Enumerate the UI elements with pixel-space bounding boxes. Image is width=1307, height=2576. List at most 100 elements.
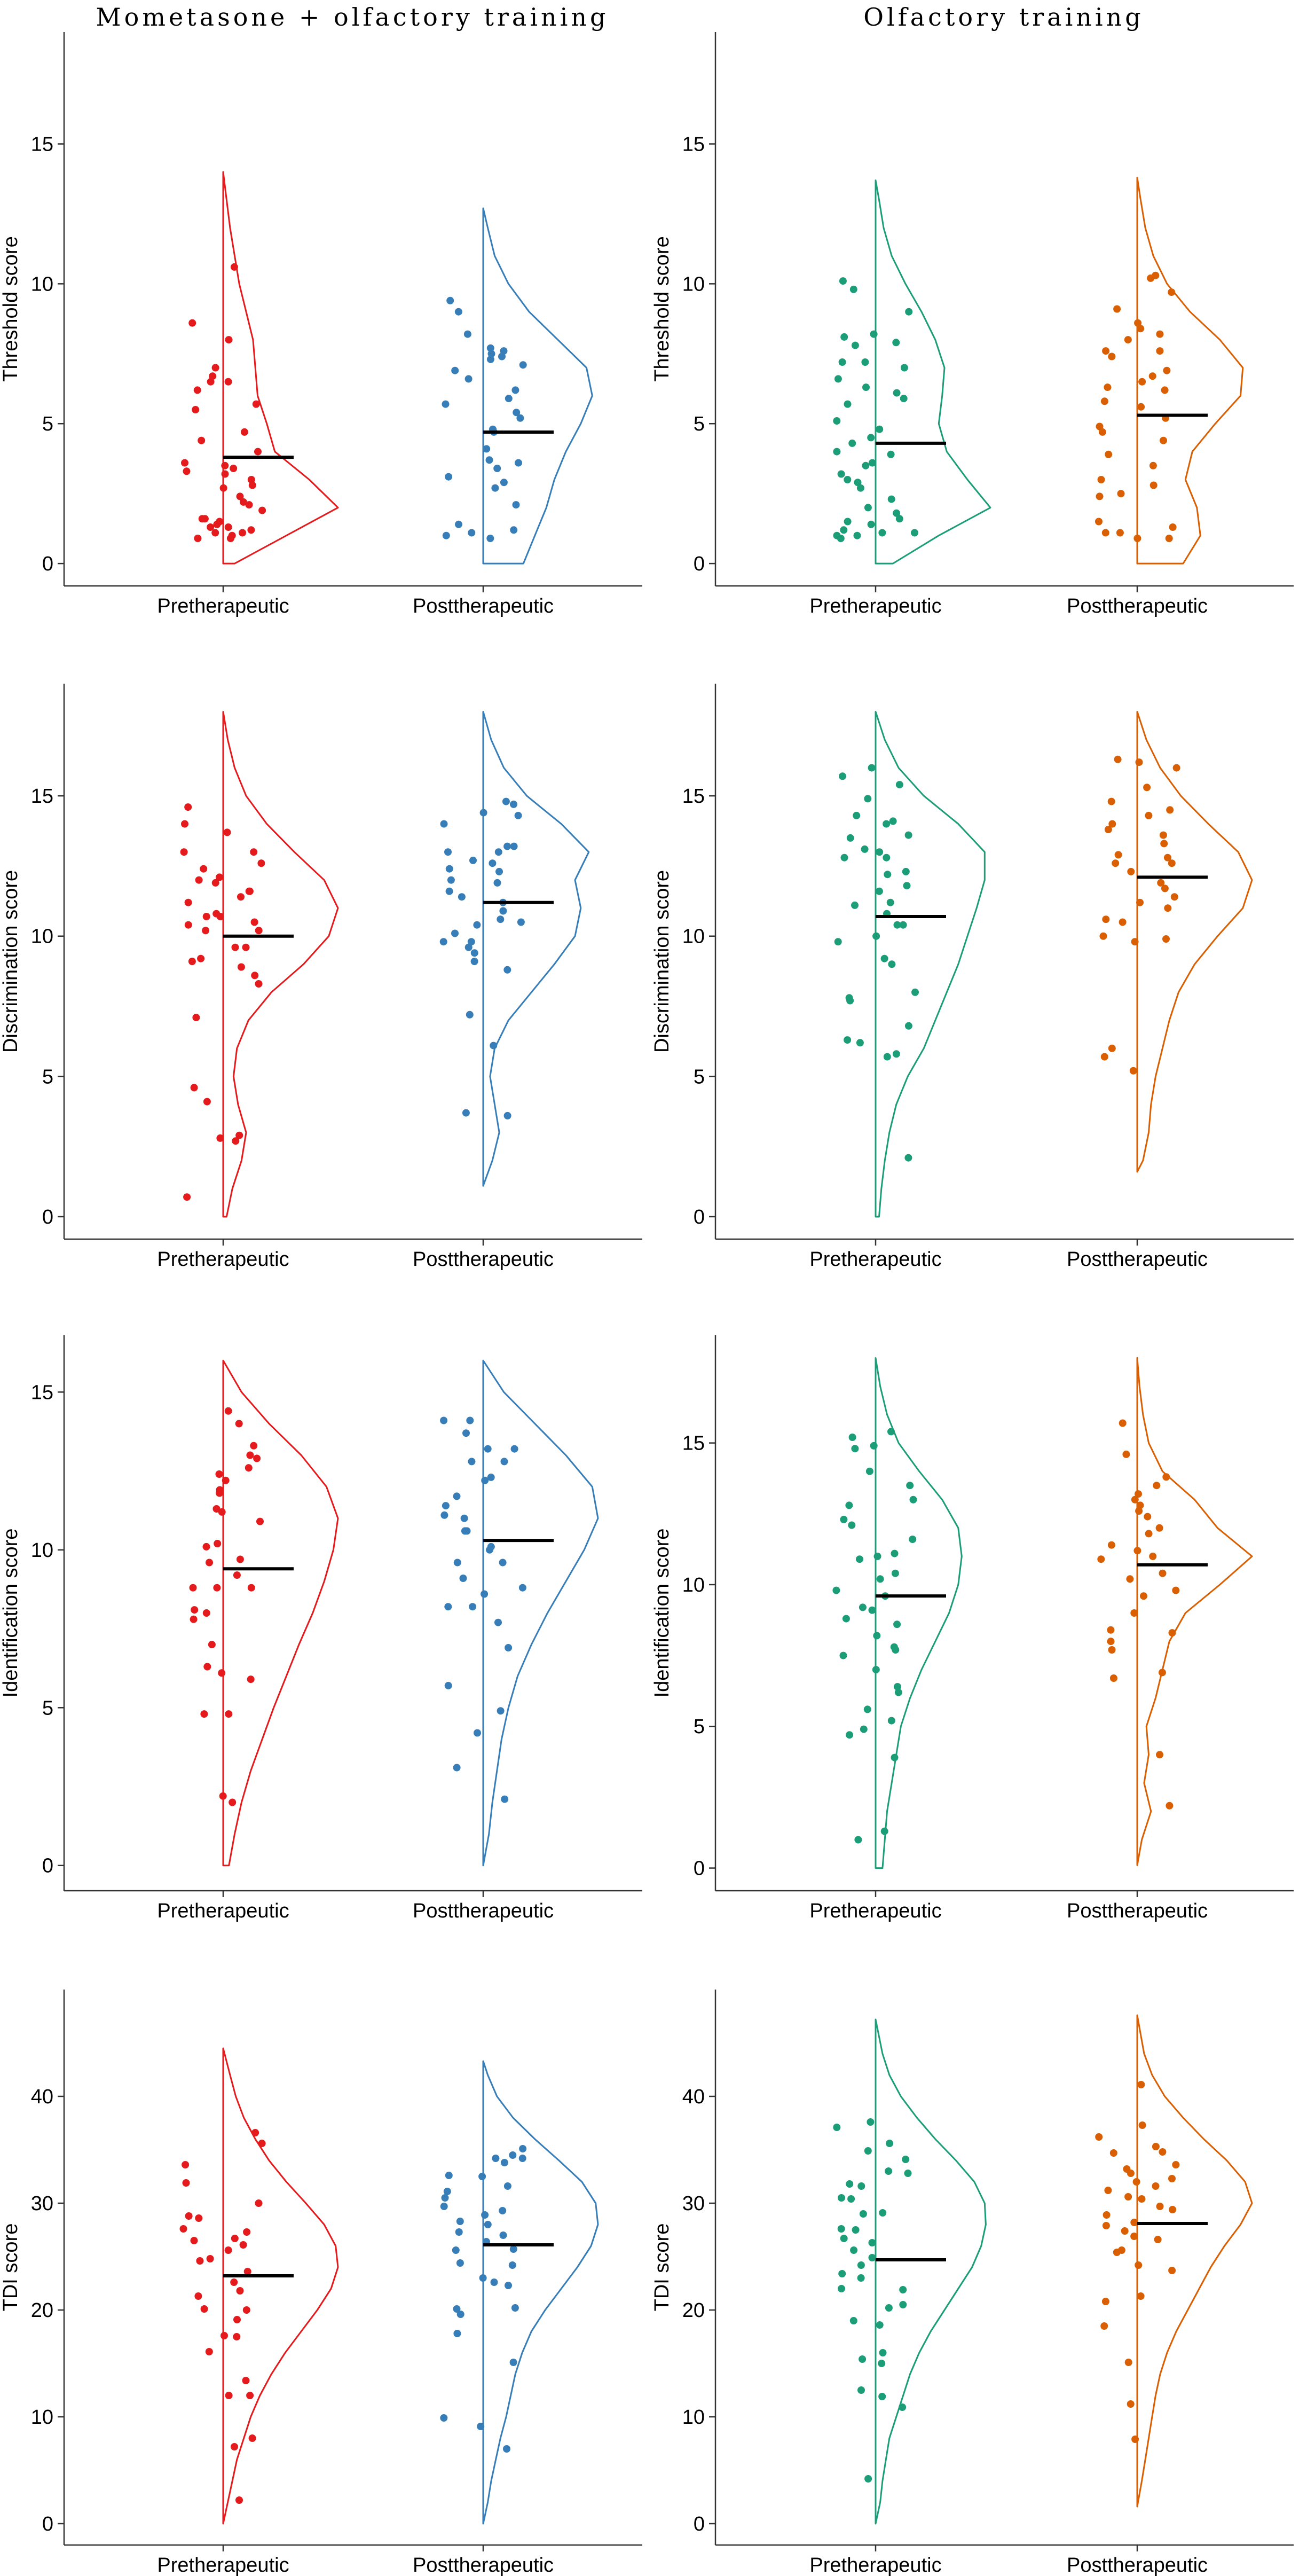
data-point [503, 1111, 511, 1119]
data-point [849, 285, 857, 293]
y-tick-label: 15 [31, 785, 53, 808]
y-tick-label: 10 [31, 1539, 53, 1562]
y-axis-label: TDI score [0, 2223, 22, 2312]
y-tick-label: 20 [682, 2299, 705, 2322]
data-point [1156, 2203, 1164, 2210]
data-point [1152, 271, 1160, 279]
y-tick-label: 0 [694, 553, 705, 575]
data-point [242, 2306, 250, 2314]
data-point [251, 2129, 259, 2136]
data-point [868, 459, 876, 467]
data-point [832, 1586, 840, 1594]
data-point [1096, 492, 1104, 500]
data-point [456, 2259, 464, 2267]
data-point [870, 1442, 878, 1450]
data-point [481, 1476, 489, 1484]
data-point [510, 842, 518, 850]
x-tick-label: Posttherapeutic [1067, 2554, 1208, 2576]
data-point [509, 2245, 517, 2253]
data-point [216, 913, 224, 920]
data-point [890, 1643, 898, 1651]
data-point [505, 2282, 512, 2289]
data-point [453, 2330, 461, 2337]
data-point [514, 811, 522, 819]
data-point [1096, 422, 1104, 430]
data-point [888, 960, 896, 968]
data-point [846, 2180, 854, 2188]
data-point [195, 876, 203, 884]
data-point [497, 915, 505, 923]
data-point [893, 509, 901, 517]
data-point [481, 2211, 489, 2219]
data-point [1161, 884, 1169, 892]
data-point [493, 465, 501, 472]
data-point [905, 308, 913, 316]
data-point [1168, 288, 1176, 296]
data-point [486, 1546, 493, 1554]
data-point [1172, 764, 1180, 772]
data-point [876, 1575, 884, 1583]
data-point [447, 876, 455, 884]
data-point [215, 1470, 223, 1478]
data-point [229, 1798, 237, 1806]
data-point [899, 2286, 907, 2293]
data-point [887, 1717, 895, 1725]
data-point [891, 1549, 899, 1557]
data-point [440, 820, 448, 828]
data-point [203, 1098, 211, 1106]
data-point [183, 1193, 191, 1201]
y-tick-label: 0 [694, 1206, 705, 1228]
data-point [188, 319, 196, 327]
data-point [219, 1792, 227, 1800]
data-point [1107, 1638, 1115, 1646]
data-point [239, 529, 246, 537]
data-point [1097, 1555, 1105, 1563]
y-tick-label: 5 [42, 1697, 53, 1719]
x-tick-label: Pretherapeutic [157, 595, 289, 617]
data-point [508, 2261, 516, 2269]
data-point [850, 2246, 858, 2254]
y-tick-label: 30 [31, 2193, 53, 2215]
violin-post [482, 1359, 599, 1867]
data-point [206, 2255, 214, 2262]
data-point [893, 389, 901, 397]
data-point [181, 459, 188, 467]
data-point [239, 2241, 247, 2249]
data-point [479, 809, 487, 817]
data-point [837, 470, 845, 478]
data-point [844, 1036, 852, 1044]
data-point [198, 436, 206, 444]
data-point [1152, 2182, 1160, 2190]
data-point [894, 1688, 902, 1696]
data-point [235, 2496, 243, 2504]
y-axis-label: Identification score [0, 1529, 22, 1698]
data-point [868, 2254, 876, 2261]
data-point [1135, 1507, 1143, 1515]
data-point [1145, 811, 1153, 819]
data-point [1148, 372, 1156, 380]
data-point [505, 1644, 513, 1651]
data-point [849, 2317, 857, 2324]
data-point [1095, 2133, 1103, 2141]
data-point [453, 2305, 461, 2313]
data-point [188, 958, 196, 965]
data-point [1137, 403, 1145, 411]
data-point [221, 461, 229, 469]
data-point [1168, 2175, 1176, 2182]
data-point [1168, 1629, 1176, 1637]
data-point [499, 907, 507, 915]
data-point [834, 375, 842, 383]
data-point [856, 1555, 863, 1563]
data-point [439, 938, 447, 946]
data-point [1095, 518, 1103, 526]
data-point [864, 2475, 872, 2483]
data-point [885, 2304, 893, 2312]
data-point [894, 1683, 901, 1690]
y-tick-label: 0 [694, 1858, 705, 1880]
data-point [485, 456, 493, 464]
data-point [207, 378, 215, 386]
data-point [440, 1511, 448, 1519]
data-point [893, 921, 901, 929]
data-point [838, 2194, 845, 2202]
data-point [1144, 1513, 1152, 1521]
